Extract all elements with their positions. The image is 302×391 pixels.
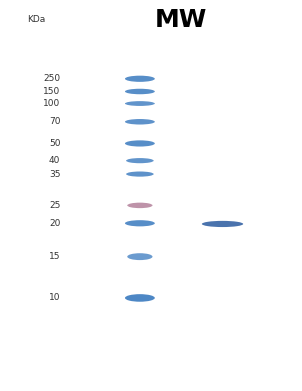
Text: 35: 35 <box>49 170 60 179</box>
Ellipse shape <box>126 158 154 163</box>
Ellipse shape <box>125 89 155 94</box>
Ellipse shape <box>125 101 155 106</box>
Text: 10: 10 <box>49 293 60 303</box>
Ellipse shape <box>125 76 155 82</box>
Ellipse shape <box>202 221 243 227</box>
Text: 250: 250 <box>43 74 60 83</box>
Ellipse shape <box>125 294 155 302</box>
Ellipse shape <box>125 140 155 147</box>
Text: 25: 25 <box>49 201 60 210</box>
Ellipse shape <box>126 172 154 177</box>
Text: KDa: KDa <box>27 15 45 24</box>
Text: 100: 100 <box>43 99 60 108</box>
Text: 70: 70 <box>49 117 60 126</box>
Text: 40: 40 <box>49 156 60 165</box>
Text: 20: 20 <box>49 219 60 228</box>
Ellipse shape <box>125 220 155 226</box>
Text: MW: MW <box>155 7 207 32</box>
Ellipse shape <box>127 253 153 260</box>
Text: 150: 150 <box>43 87 60 96</box>
Ellipse shape <box>127 203 153 208</box>
Ellipse shape <box>125 119 155 124</box>
Text: 15: 15 <box>49 252 60 261</box>
Text: 50: 50 <box>49 139 60 148</box>
